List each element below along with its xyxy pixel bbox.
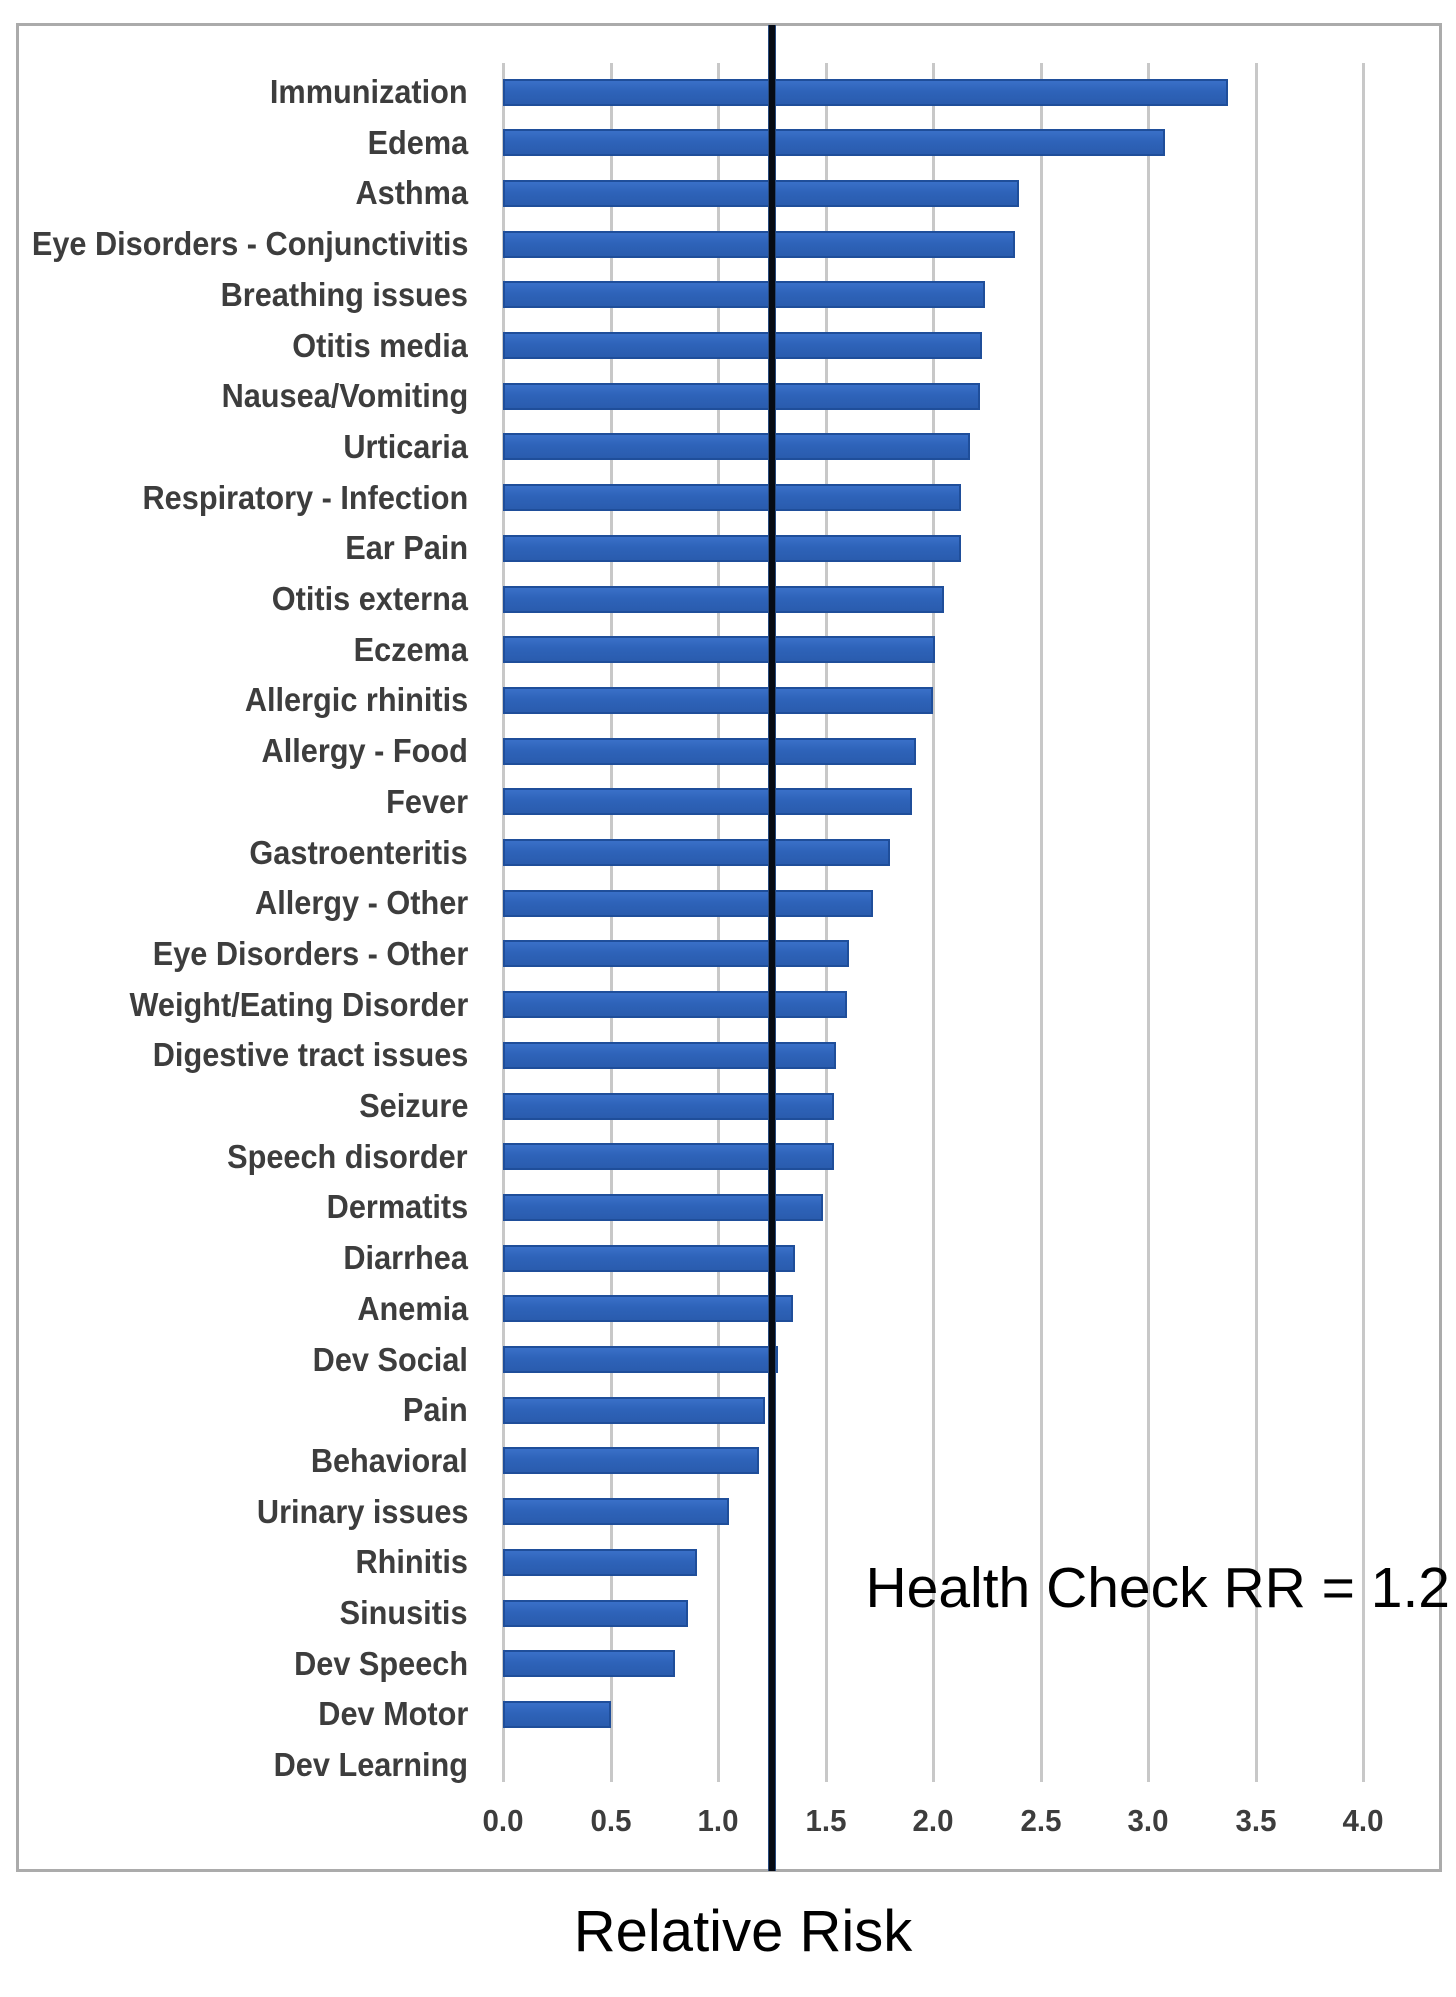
gridline-x-2.5 — [1039, 63, 1043, 1782]
category-label-sinusitis: Sinusitis — [340, 1594, 468, 1631]
bar-otitis-externa — [503, 585, 944, 613]
category-label-urticaria: Urticaria — [343, 427, 468, 465]
bar-ear-pain — [503, 534, 961, 562]
bar-anemia — [503, 1295, 794, 1323]
bar-gastroenteritis — [503, 839, 890, 866]
bar-eye-disorders-conjunctivitis — [503, 230, 1015, 258]
x-tick-label-3.5: 3.5 — [1235, 1803, 1276, 1838]
x-tick-label-0.0: 0.0 — [482, 1803, 524, 1838]
bar-eczema — [503, 636, 936, 664]
category-label-eye-disorders-other: Eye Disorders - Other — [152, 934, 468, 972]
category-label-otitis-media: Otitis media — [292, 326, 468, 364]
category-label-dev-social: Dev Social — [312, 1340, 468, 1378]
x-tick-label-1.5: 1.5 — [805, 1803, 846, 1838]
bar-allergy-other — [503, 889, 873, 917]
category-label-ear-pain: Ear Pain — [345, 529, 468, 567]
gridline-x-1.5 — [824, 63, 828, 1782]
reference-line-annotation: Health Check RR = 1.2 — [865, 1556, 1450, 1620]
category-label-allergic-rhinitis: Allergic rhinitis — [244, 681, 468, 719]
bar-rhinitis — [503, 1548, 697, 1576]
category-label-nausea-vomiting: Nausea/Vomiting — [221, 377, 468, 415]
bar-urinary-issues — [503, 1498, 729, 1526]
category-label-eczema: Eczema — [353, 630, 468, 668]
x-tick-label-4.0: 4.0 — [1342, 1803, 1384, 1838]
category-label-immunization: Immunization — [270, 73, 468, 110]
gridline-x-3.0 — [1147, 63, 1150, 1782]
bar-dev-speech — [503, 1650, 675, 1678]
gridline-x-0.0 — [502, 63, 505, 1782]
category-label-digestive-tract-issues: Digestive tract issues — [152, 1036, 468, 1074]
bar-weight-eating-disorder — [503, 991, 847, 1019]
x-tick-label-1.0: 1.0 — [697, 1803, 739, 1838]
bar-breathing-issues — [503, 281, 985, 309]
health-check-reference-line — [768, 25, 776, 1871]
category-label-weight-eating-disorder: Weight/Eating Disorder — [129, 985, 468, 1023]
category-label-dev-motor: Dev Motor — [317, 1695, 468, 1733]
bar-allergy-food — [503, 737, 916, 765]
bar-speech-disorder — [503, 1143, 835, 1171]
category-label-breathing-issues: Breathing issues — [220, 275, 468, 313]
bar-pain — [503, 1396, 766, 1424]
category-label-eye-disorders-conjunctivitis: Eye Disorders - Conjunctivitis — [31, 225, 468, 263]
bar-edema — [503, 129, 1166, 157]
bar-sinusitis — [503, 1599, 688, 1627]
category-label-rhinitis: Rhinitis — [355, 1543, 468, 1581]
category-label-dev-speech: Dev Speech — [294, 1644, 468, 1682]
bar-otitis-media — [503, 332, 983, 359]
bar-respiratory-infection — [503, 484, 961, 512]
category-label-gastroenteritis: Gastroenteritis — [249, 833, 468, 871]
category-label-edema: Edema — [367, 123, 468, 161]
category-label-anemia: Anemia — [357, 1289, 468, 1327]
bar-fever — [503, 788, 912, 816]
x-tick-label-2.5: 2.5 — [1020, 1803, 1061, 1838]
category-label-speech-disorder: Speech disorder — [227, 1137, 468, 1175]
bar-asthma — [503, 179, 1019, 207]
category-label-respiratory-infection: Respiratory - Infection — [142, 478, 468, 516]
gridline-x-1.0 — [717, 63, 720, 1782]
category-label-allergy-food: Allergy - Food — [261, 732, 468, 770]
x-tick-label-2.0: 2.0 — [912, 1803, 954, 1838]
bar-seizure — [503, 1092, 835, 1120]
category-label-urinary-issues: Urinary issues — [256, 1492, 468, 1530]
x-tick-label-3.0: 3.0 — [1127, 1803, 1169, 1838]
category-label-asthma: Asthma — [355, 174, 468, 212]
gridline-x-0.5 — [609, 63, 613, 1782]
bar-eye-disorders-other — [503, 940, 850, 968]
category-label-diarrhea: Diarrhea — [343, 1239, 468, 1277]
category-label-dermatits: Dermatits — [326, 1188, 468, 1226]
bar-dev-motor — [503, 1700, 611, 1728]
x-tick-label-0.5: 0.5 — [590, 1803, 631, 1838]
bar-urticaria — [503, 433, 970, 461]
gridline-x-2.0 — [932, 63, 935, 1782]
category-label-pain: Pain — [403, 1391, 468, 1429]
bar-behavioral — [503, 1447, 759, 1475]
gridline-x-3.5 — [1254, 63, 1258, 1782]
category-label-fever: Fever — [386, 782, 468, 820]
category-label-behavioral: Behavioral — [311, 1441, 468, 1479]
bar-immunization — [503, 78, 1228, 106]
category-label-otitis-externa: Otitis externa — [271, 580, 468, 617]
bar-allergic-rhinitis — [503, 686, 933, 714]
category-label-seizure: Seizure — [358, 1087, 468, 1124]
bar-digestive-tract-issues — [503, 1041, 837, 1069]
bar-diarrhea — [503, 1244, 796, 1272]
gridline-x-4.0 — [1362, 63, 1365, 1782]
bar-nausea-vomiting — [503, 382, 981, 410]
category-label-dev-learning: Dev Learning — [273, 1746, 468, 1784]
bar-dev-social — [503, 1346, 779, 1373]
category-label-allergy-other: Allergy - Other — [254, 884, 468, 922]
x-axis-title: Relative Risk — [573, 1899, 913, 1964]
